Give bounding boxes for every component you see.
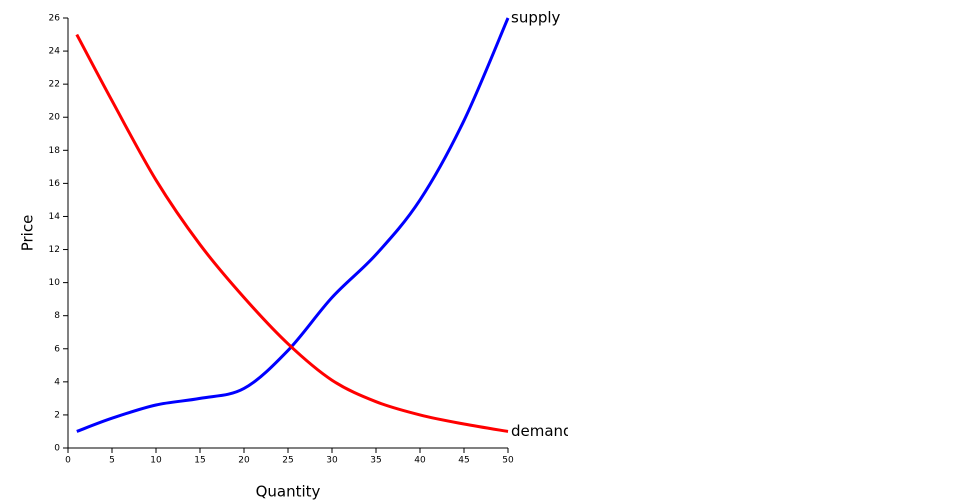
y-tick-label: 26 [49, 14, 61, 24]
y-tick-label: 24 [49, 47, 61, 57]
x-tick-label: 20 [238, 456, 250, 466]
plot: 0 5 10 15 20 25 30 35 40 45 5002468101214161820222… [49, 9, 573, 466]
y-tick-label: 14 [49, 212, 61, 222]
line [75, 33, 509, 433]
y-tick-label: 22 [49, 80, 60, 90]
y-tick-label: 4 [54, 377, 60, 387]
x-tick-label: 40 [414, 456, 426, 466]
y-tick-label: 8 [54, 311, 60, 321]
y-tick-label: 12 [49, 245, 60, 255]
series-label: supply [511, 9, 561, 27]
y-tick-label: 2 [54, 410, 60, 420]
x-tick-label: 15 [194, 456, 205, 466]
x-tick-label: 0 [65, 456, 71, 466]
x-tick-label: 10 [150, 456, 162, 466]
y-tick-label: 18 [49, 146, 61, 156]
y-tick-label: 20 [49, 113, 61, 123]
x-tick-label: 30 [326, 456, 338, 466]
y-tick-label: 16 [49, 179, 61, 189]
x-tick-label: 25 [282, 456, 293, 466]
series-label: demand [511, 422, 573, 440]
x-axis-title: Quantity [256, 483, 321, 500]
y-tick-label: 6 [54, 344, 60, 354]
line [76, 17, 510, 433]
y-tick-label: 10 [49, 278, 61, 288]
x-tick-label: 50 [502, 456, 514, 466]
x-tick-label: 45 [458, 456, 469, 466]
y-tick-label: 0 [54, 444, 60, 454]
x-tick-label: 35 [370, 456, 381, 466]
y-axis-title: Price [19, 215, 37, 252]
x-tick-label: 5 [109, 456, 115, 466]
